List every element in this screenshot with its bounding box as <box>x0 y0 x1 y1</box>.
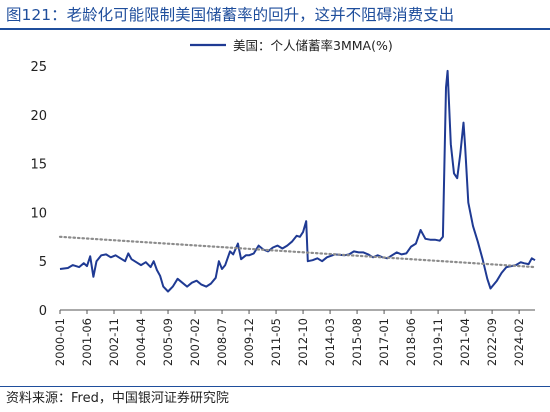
x-tick-label: 2011-05 <box>269 318 283 366</box>
source-note: 资料来源：Fred，中国银河证券研究院 <box>6 391 229 406</box>
x-tick-label: 2002-11 <box>107 318 121 366</box>
x-tick-label: 2009-12 <box>242 318 256 366</box>
y-tick-label: 0 <box>39 304 47 319</box>
x-tick-label: 2012-10 <box>296 318 310 366</box>
y-tick-label: 25 <box>30 60 47 75</box>
x-tick-label: 2022-09 <box>485 318 499 366</box>
x-tick-label: 2007-02 <box>188 318 202 366</box>
trend-line <box>58 235 537 269</box>
legend-label: 美国：个人储蓄率3MMA(%) <box>233 38 393 53</box>
y-tick-label: 20 <box>30 109 47 124</box>
line-chart: 0 5 10 15 20 25 2000-01 2001-06 2002-11 2004-04 20… <box>30 38 537 366</box>
y-tick-label: 15 <box>30 158 47 173</box>
source-divider <box>0 386 550 387</box>
x-tick-label: 2001-06 <box>80 318 94 366</box>
x-tick-label: 2021-04 <box>458 318 472 366</box>
x-tick-label: 2005-09 <box>161 318 175 366</box>
x-tick-label: 2004-04 <box>134 318 148 366</box>
x-tick-label: 2014-03 <box>323 318 337 366</box>
x-tick-label: 2000-01 <box>53 318 67 366</box>
series-line-savings-rate <box>59 69 536 293</box>
x-tick-label: 2019-11 <box>431 318 445 366</box>
x-tick-label: 2018-06 <box>404 318 418 366</box>
x-tick-label: 2015-08 <box>350 318 364 366</box>
chart-title: 图121：老龄化可能限制美国储蓄率的回升，这并不阻碍消费支出 <box>6 6 455 24</box>
y-tick-label: 10 <box>30 206 47 221</box>
x-tick-label: 2008-07 <box>215 318 229 366</box>
x-tick-label: 2024-02 <box>512 318 526 366</box>
x-tick-label: 2017-01 <box>377 318 391 366</box>
title-divider <box>0 28 550 30</box>
y-tick-label: 5 <box>39 255 47 270</box>
